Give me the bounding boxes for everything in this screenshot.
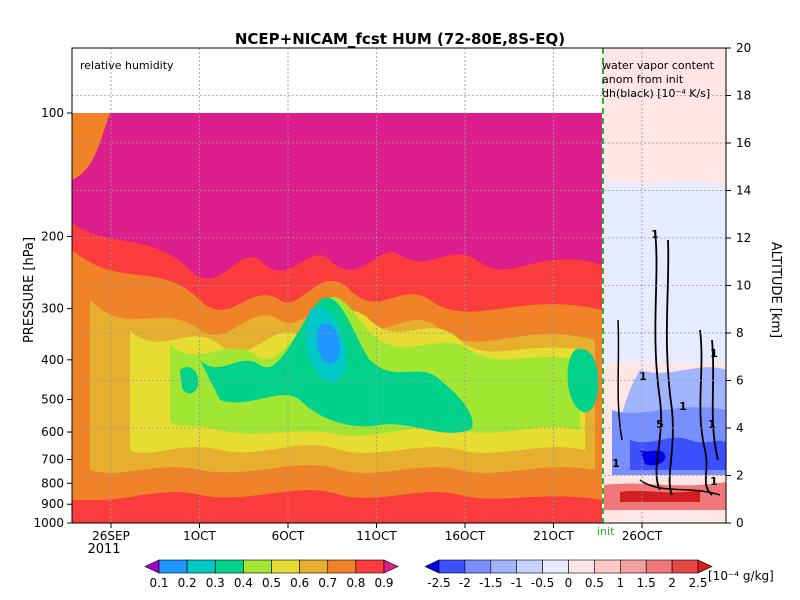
altitude-tick-label: 0 <box>736 516 744 530</box>
colorbar-label: -0.5 <box>531 576 554 590</box>
init-label: init <box>597 525 615 538</box>
colorbar-label: 1 <box>616 576 624 590</box>
contour-label-group: 1 1 1 1 5 1 1 1 <box>612 228 718 488</box>
altitude-tick-label: 14 <box>736 184 751 198</box>
colorbar-swatch <box>671 559 699 574</box>
time-tick-label: 26OCT <box>622 529 663 543</box>
anomaly-unit-label: [10⁻⁴ g/kg] <box>708 569 774 583</box>
colorbar-label: 0.6 <box>290 576 309 590</box>
pressure-tick-label: 800 <box>41 476 64 490</box>
altitude-tick-label: 4 <box>736 421 744 435</box>
colorbar-label: 0.9 <box>374 576 393 590</box>
colorbar-label: 0.3 <box>206 576 225 590</box>
colorbar-swatch <box>144 559 160 574</box>
colorbar-swatch <box>271 559 300 574</box>
right-panel-label: water vapor content anom from init dh(bl… <box>602 59 715 100</box>
time-tick-label: 16OCT <box>445 529 486 543</box>
colorbar-swatch <box>299 559 329 574</box>
time-tick-label: 26SEP <box>92 529 130 543</box>
colorbar-label: 0.8 <box>346 576 365 590</box>
colorbar-label: 0.5 <box>585 576 604 590</box>
time-tick-label: 1OCT <box>183 529 216 543</box>
right-panel-label-line: anom from init <box>602 73 684 86</box>
pressure-axis: 100 200 300 400 500 600 700 800 900 1000 <box>33 106 72 530</box>
pressure-tick-label: 900 <box>41 497 64 511</box>
contour-label: 5 <box>656 418 664 431</box>
year-label: 2011 <box>87 542 120 557</box>
pressure-tick-label: 500 <box>41 393 64 407</box>
time-tick-label: 11OCT <box>356 529 397 543</box>
contour-label: 1 <box>710 475 718 488</box>
colorbar-swatch <box>542 559 569 574</box>
pressure-tick-label: 200 <box>41 229 64 243</box>
pressure-tick-label: 700 <box>41 452 64 466</box>
colorbar-label: 0.4 <box>234 576 253 590</box>
pressure-tick-label: 400 <box>41 353 64 367</box>
y-axis-label-left: PRESSURE [hPa] <box>22 237 37 343</box>
colorbar-label: 2.5 <box>688 576 707 590</box>
altitude-tick-label: 2 <box>736 469 744 483</box>
colorbar-label: 0.1 <box>149 576 168 590</box>
altitude-tick-label: 20 <box>736 41 751 55</box>
colorbar-swatch <box>619 559 647 574</box>
colorbar-swatch <box>383 559 399 574</box>
colorbar-swatch <box>645 559 673 574</box>
right-panel-label-line: dh(black) [10⁻⁴ K/s] <box>602 87 710 100</box>
colorbar-label: 1.5 <box>637 576 656 590</box>
colorbar-label: 0.7 <box>318 576 337 590</box>
colorbar-label: 0.5 <box>262 576 281 590</box>
colorbar-swatch <box>568 559 595 574</box>
anomaly-colorbar: -2.5 -2 -1.5 -1 -0.5 0 0.5 1 1.5 2 2.5 <box>424 559 713 590</box>
time-tick-label: 6OCT <box>272 529 305 543</box>
pressure-tick-label: 300 <box>41 302 64 316</box>
colorbar-swatch <box>424 559 440 574</box>
colorbar-swatch <box>214 559 244 574</box>
colorbar-swatch <box>697 559 713 574</box>
altitude-tick-label: 16 <box>736 136 751 150</box>
contour-label: 1 <box>612 457 620 470</box>
time-tick-label: 21OCT <box>533 529 574 543</box>
colorbar-label: -1.5 <box>479 576 502 590</box>
colorbar-label: -2 <box>459 576 471 590</box>
altitude-tick-label: 12 <box>736 231 751 245</box>
colorbar-swatch <box>594 559 621 574</box>
colorbar-swatch <box>464 559 492 574</box>
colorbar-label: -1 <box>511 576 523 590</box>
time-axis: 26SEP 1OCT 6OCT 11OCT 16OCT 21OCT 26OCT <box>92 523 663 543</box>
right-panel-label-line: water vapor content <box>602 59 715 72</box>
colorbar-swatch <box>516 559 543 574</box>
left-panel-label: relative humidity <box>80 59 174 72</box>
chart-title: NCEP+NICAM_fcst HUM (72-80E,8S-EQ) <box>235 30 565 48</box>
pressure-tick-label: 100 <box>41 106 64 120</box>
colorbar-swatch <box>355 559 385 574</box>
colorbar-label: -2.5 <box>427 576 450 590</box>
contour-label: 1 <box>639 370 647 383</box>
colorbar-label: 0.2 <box>178 576 197 590</box>
grid-lines <box>72 48 726 523</box>
colorbar-swatch <box>158 559 188 574</box>
contour-label: 1 <box>710 347 718 360</box>
contour-label: 1 <box>651 228 659 241</box>
altitude-tick-label: 10 <box>736 279 751 293</box>
colorbar-swatch <box>186 559 216 574</box>
pressure-tick-label: 600 <box>41 425 64 439</box>
colorbar-swatch <box>243 559 272 574</box>
colorbar-swatch <box>327 559 357 574</box>
colorbar-label: 2 <box>668 576 676 590</box>
rh-colorbar: 0.1 0.2 0.3 0.4 0.5 0.6 0.7 0.8 0.9 <box>144 559 399 590</box>
altitude-tick-label: 6 <box>736 374 744 388</box>
y-axis-label-right: ALTITUDE [km] <box>768 242 783 338</box>
contour-label: 1 <box>708 418 716 431</box>
colorbar-swatch <box>490 559 517 574</box>
rh-field <box>72 113 602 523</box>
pressure-tick-label: 1000 <box>33 516 64 530</box>
colorbar-label: 0 <box>565 576 573 590</box>
colorbar-swatch <box>438 559 466 574</box>
altitude-tick-label: 8 <box>736 326 744 340</box>
altitude-tick-label: 18 <box>736 89 751 103</box>
contour-label: 1 <box>679 400 687 413</box>
altitude-axis: 0 2 4 6 8 10 12 14 16 18 20 <box>726 41 751 530</box>
